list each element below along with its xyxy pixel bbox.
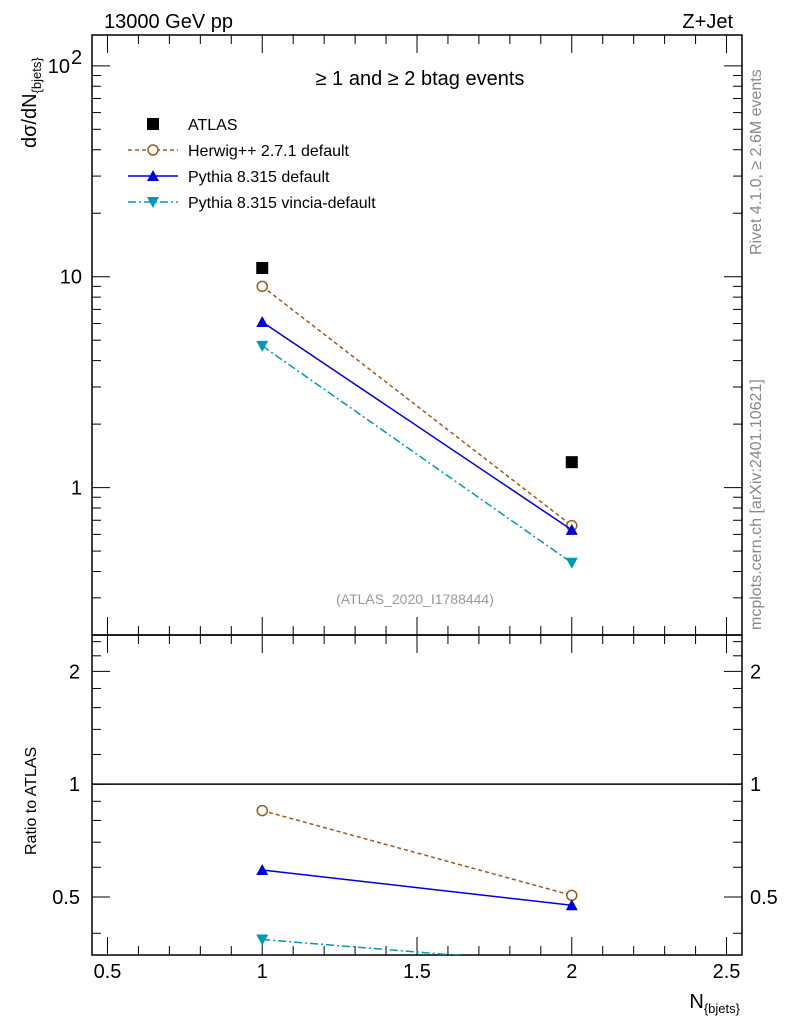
legend-marker-pythia-8-315-default	[147, 170, 159, 181]
x-axis-label-text: N	[689, 991, 703, 1013]
ratio-point-pythia-8-315-vincia-default	[256, 934, 269, 946]
ratio-point-pythia-8-315-default	[565, 899, 578, 911]
x-tick-label: 0.5	[94, 961, 122, 983]
x-tick-label: 2.5	[713, 961, 741, 983]
ratio-point-pythia-8-315-default	[256, 864, 269, 876]
ratio-plot-frame	[91, 634, 743, 956]
x-axis-label: N{bjets}	[689, 991, 740, 1016]
legend-label-atlas: ATLAS	[188, 117, 238, 134]
legend-label-herwig-2-7-1-default: Herwig++ 2.7.1 default	[188, 143, 350, 160]
rivet-label: Rivet 4.1.0, ≥ 2.6M events	[748, 69, 765, 255]
main-line-herwig-2-7-1-default	[261, 285, 573, 527]
x-tick-label: 1	[257, 961, 268, 983]
main-point-pythia-8-315-vincia-default	[256, 340, 269, 352]
x-axis-label-sub: {bjets}	[704, 1001, 741, 1016]
y-tick-label: 1	[71, 478, 82, 500]
main-point-atlas	[565, 456, 578, 469]
legend-label-pythia-8-315-default: Pythia 8.315 default	[188, 169, 330, 186]
legend-marker-herwig-2-7-1-default	[147, 144, 159, 156]
ratio-line-pythia-8-315-vincia-default	[262, 938, 463, 955]
main-point-pythia-8-315-default	[256, 315, 269, 327]
main-point-pythia-8-315-vincia-default	[565, 557, 578, 569]
main-point-atlas	[256, 261, 269, 274]
ratio-axis-ticks: 0.5 0.5 1 1 2 2	[52, 641, 778, 934]
ratio-line-herwig-2-7-1-default	[262, 809, 572, 897]
y-tick-label: 10	[60, 267, 82, 289]
main-line-pythia-8-315-default	[261, 321, 573, 531]
ratio-tick-label-right: 1	[750, 774, 761, 796]
x-tick-label: 1.5	[403, 961, 431, 983]
analysis-watermark: (ATLAS_2020_I1788444)	[336, 591, 494, 607]
y-axis-label-main-sub: {bjets}	[29, 57, 44, 94]
ratio-tick-label-left: 1	[69, 774, 80, 796]
y-axis-label-ratio: Ratio to ATLAS	[23, 747, 40, 855]
legend-label-pythia-8-315-vincia-default: Pythia 8.315 vincia-default	[188, 195, 376, 212]
main-point-pythia-8-315-default	[565, 523, 578, 535]
x-tick-label: 2	[566, 961, 577, 983]
legend-marker-pythia-8-315-vincia-default	[147, 197, 159, 208]
ratio-tick-label-right: 2	[750, 661, 761, 683]
main-line-pythia-8-315-vincia-default	[261, 345, 573, 564]
y-tick-label-exponent: 2	[71, 47, 82, 69]
ratio-tick-label-left: 2	[69, 661, 80, 683]
ratio-line-pythia-8-315-default	[262, 869, 572, 907]
legend-marker-atlas	[147, 118, 159, 130]
x-axis-ticks: 0.5 1 1.5 2 2.5	[94, 35, 741, 983]
mcplots-label: mcplots.cern.ch [arXiv:2401.10621]	[748, 379, 765, 630]
process-label: Z+Jet	[682, 11, 733, 33]
ratio-point-herwig-2-7-1-default	[256, 804, 268, 817]
y-axis-label-main: dσ/dN{bjets}	[19, 57, 44, 148]
main-point-herwig-2-7-1-default	[256, 280, 268, 293]
y-tick-label: 10	[48, 56, 70, 78]
ratio-tick-label-left: 0.5	[52, 887, 80, 909]
ratio-tick-label-right: 0.5	[750, 887, 778, 909]
legend: ATLAS Herwig++ 2.7.1 default Pythia 8.315 …	[128, 117, 376, 212]
y-axis-label-main-text: dσ/dN	[19, 93, 41, 148]
energy-label: 13000 GeV pp	[104, 11, 233, 33]
main-series	[256, 261, 578, 569]
ratio-series	[256, 804, 578, 955]
ratio-point-herwig-2-7-1-default	[566, 889, 578, 902]
plot-title: ≥ 1 and ≥ 2 btag events	[316, 68, 525, 90]
